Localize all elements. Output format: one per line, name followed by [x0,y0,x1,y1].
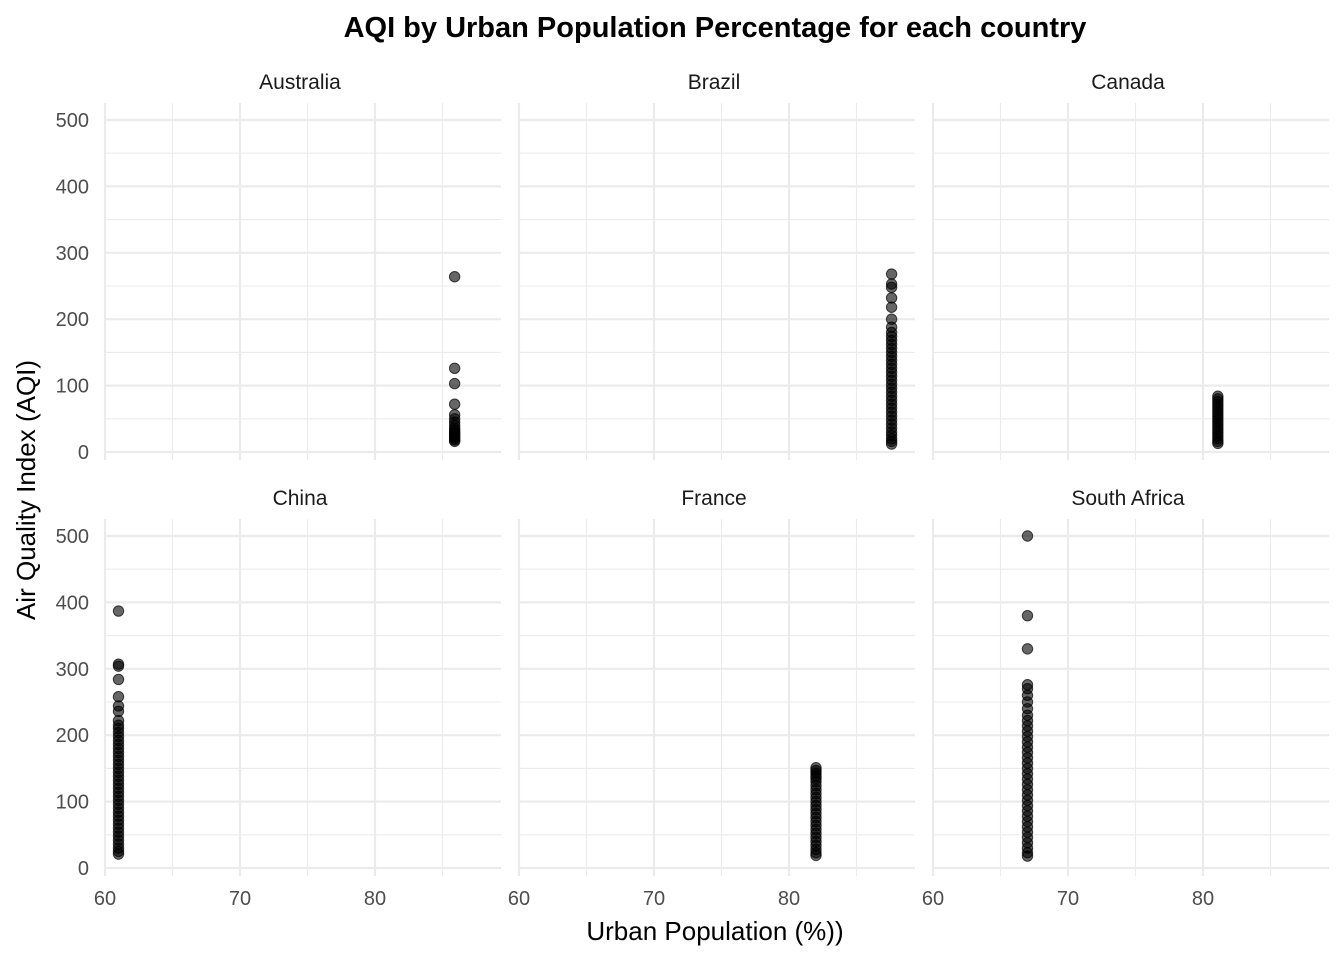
x-tick-label: 70 [1057,888,1079,910]
facet-label-canada: Canada [1091,71,1165,94]
panel-brazil: Brazil [517,71,915,460]
y-tick-label: 0 [78,442,89,464]
y-tick-label: 400 [56,592,89,614]
data-point [885,301,898,313]
panel-south-africa: South Africa 60 70 80 [922,487,1329,910]
data-point [1021,643,1034,655]
y-tick-label: 100 [56,376,89,398]
data-point [1021,530,1034,542]
panel-canada: Canada [931,71,1329,460]
data-point [448,377,461,390]
data-point [112,848,125,860]
y-tick-label: 400 [56,176,89,198]
y-tick-label: 100 [56,792,89,814]
x-axis-title: Urban Population (%)) [586,916,843,946]
x-tick-label: 80 [364,888,386,910]
data-point [1021,609,1034,622]
data-point [448,362,461,375]
x-tick-label: 70 [643,888,665,910]
x-tick-label: 80 [778,888,800,910]
y-tick-label: 500 [56,110,89,132]
panel-france: France 60 70 80 [508,487,915,910]
data-point [112,660,125,672]
x-tick-label: 60 [94,888,116,910]
data-point [810,849,822,862]
data-point [1021,850,1034,862]
data-point [885,281,898,294]
facet-panels: Australia 0 100 200 300 400 500 Brazil Canada Chi… [56,71,1329,910]
chart-title: AQI by Urban Population Percentage for e… [344,12,1087,44]
y-axis-title: Air Quality Index (AQI) [11,360,41,620]
panel-australia: Australia 0 100 200 300 400 500 [56,71,501,464]
y-tick-label: 200 [56,309,89,331]
facet-label-australia: Australia [259,71,341,94]
data-point [448,435,461,448]
data-point [885,438,898,450]
facet-label-china: China [273,487,328,510]
facet-label-brazil: Brazil [688,71,741,94]
y-tick-label: 0 [78,858,89,880]
data-point [448,271,461,283]
facet-label-france: France [681,487,746,510]
data-point [112,673,125,686]
data-point [1212,437,1224,450]
y-tick-label: 300 [56,659,89,681]
x-tick-label: 60 [508,888,530,910]
x-tick-label: 70 [229,888,251,910]
data-point [448,398,461,410]
y-tick-label: 300 [56,243,89,265]
x-tick-label: 80 [1192,888,1214,910]
data-point [112,605,125,617]
panel-china: China 0 100 200 300 400 500 60 70 80 [56,487,501,910]
y-tick-label: 500 [56,526,89,548]
x-tick-label: 60 [922,888,944,910]
data-point [885,268,898,280]
y-tick-label: 200 [56,725,89,747]
facet-label-south-africa: South Africa [1071,487,1185,510]
